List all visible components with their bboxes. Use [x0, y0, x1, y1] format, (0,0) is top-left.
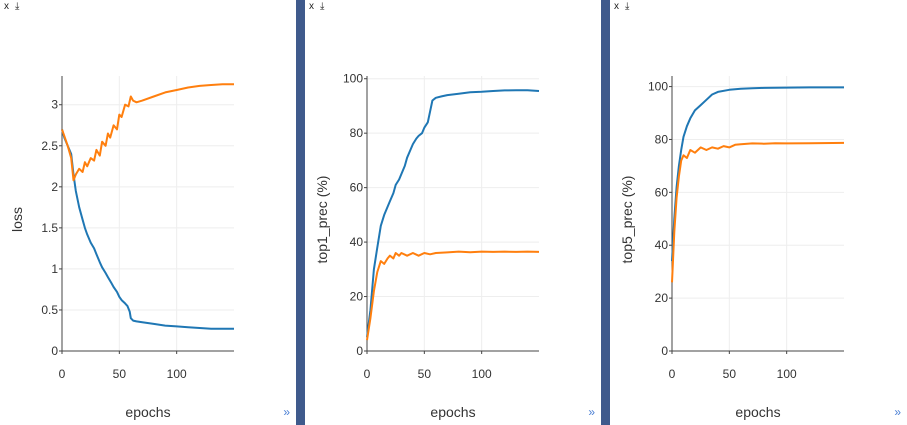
top5-prec-chart: 0 20 40 60 80 100 0 50 100 epochs top5_prec (%): [619, 76, 845, 420]
y-axis-title: top1_prec (%): [314, 176, 330, 264]
y-tick-label: 20: [655, 291, 669, 305]
series-line-orange: [61, 83, 234, 182]
x-tick-label: 100: [777, 367, 797, 381]
y-tick-label: 3: [51, 98, 58, 112]
loss-chart: 0 0.5 1 1.5 2 2.5 3 0 50 100 epochs loss: [9, 76, 234, 420]
y-tick-label: 2: [51, 180, 58, 194]
y-tick-label: 100: [648, 80, 668, 94]
y-tick-label: 80: [655, 132, 669, 146]
close-icon[interactable]: x: [4, 1, 9, 12]
chart-panel-top1: x ⤓ 0 20 40 60 80 100 0 50 100 epochs top1_prec (%)…: [305, 0, 601, 425]
close-icon[interactable]: x: [309, 1, 314, 12]
y-tick-label: 1.5: [41, 221, 58, 235]
y-tick-label: 0: [661, 344, 668, 358]
y-tick-label: 1: [51, 262, 58, 276]
y-tick-label: 2.5: [41, 139, 58, 153]
expand-icon[interactable]: »: [894, 405, 901, 419]
x-tick-label: 0: [59, 367, 66, 381]
x-tick-label: 50: [418, 367, 432, 381]
chart-panel-loss: x ⤓ 0 0.5 1 1.5 2 2.5 3 0 50 100 epochs loss »: [0, 0, 296, 425]
series-line-blue: [61, 129, 234, 330]
x-axis-title: epochs: [125, 404, 170, 420]
x-tick-label: 0: [364, 367, 371, 381]
expand-icon[interactable]: »: [283, 405, 290, 419]
expand-icon[interactable]: »: [588, 405, 595, 419]
series-line-blue: [671, 86, 844, 262]
y-tick-label: 100: [343, 72, 363, 86]
top1-prec-chart: 0 20 40 60 80 100 0 50 100 epochs top1_prec (%): [314, 72, 540, 420]
y-tick-label: 40: [655, 238, 669, 252]
x-axis-title: epochs: [430, 404, 475, 420]
y-axis-title: top5_prec (%): [619, 176, 635, 264]
window-controls: x ⤓: [309, 1, 330, 13]
x-tick-label: 50: [723, 367, 737, 381]
y-tick-label: 40: [350, 235, 364, 249]
download-icon[interactable]: ⤓: [320, 1, 325, 12]
y-axis-title: loss: [9, 207, 25, 232]
series-line-orange: [671, 141, 845, 283]
close-icon[interactable]: x: [614, 1, 619, 12]
y-tick-label: 0: [51, 344, 58, 358]
x-tick-label: 100: [472, 367, 492, 381]
y-tick-label: 80: [350, 126, 364, 140]
y-tick-label: 20: [350, 290, 364, 304]
series-line-orange: [366, 250, 540, 341]
window-controls: x ⤓: [4, 1, 25, 13]
y-tick-label: 0.5: [41, 303, 58, 317]
x-tick-label: 50: [113, 367, 127, 381]
download-icon[interactable]: ⤓: [625, 1, 630, 12]
window-controls: x ⤓: [614, 1, 635, 13]
y-tick-label: 60: [655, 185, 669, 199]
x-axis-title: epochs: [735, 404, 780, 420]
chart-panel-top5: x ⤓ 0 20 40 60 80 100 0 50 100 epochs top5_prec (%)…: [610, 0, 907, 425]
y-tick-label: 0: [356, 344, 363, 358]
y-tick-label: 60: [350, 181, 364, 195]
x-tick-label: 100: [167, 367, 187, 381]
download-icon[interactable]: ⤓: [15, 1, 20, 12]
series-line-blue: [366, 89, 540, 338]
x-tick-label: 0: [669, 367, 676, 381]
